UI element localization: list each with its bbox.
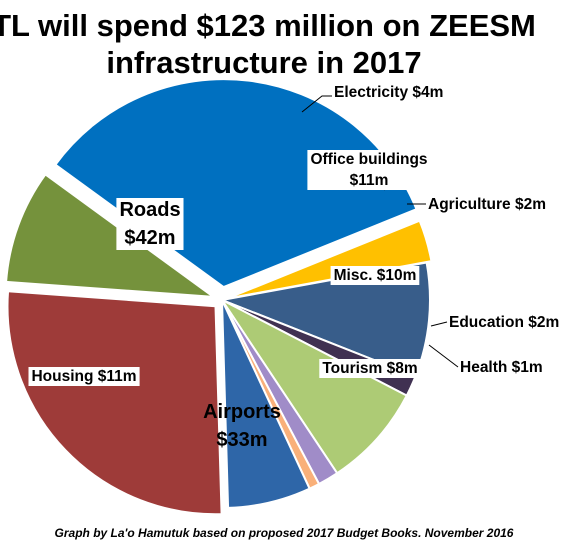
slice-label-misc: Misc. $10m — [330, 266, 420, 285]
slice-label-text: Airports — [203, 401, 281, 423]
slice-label-airports: Airports $33m — [203, 401, 281, 451]
slice-label-background — [28, 367, 140, 386]
slice-label-text: $11m — [350, 172, 389, 189]
chart-title-line-1: TL will spend $123 million on ZEESM — [0, 8, 536, 43]
slice-label-text: Electricity $4m — [334, 84, 443, 101]
slice-label-text: Roads — [119, 199, 180, 221]
chart-footer: Graph by La'o Hamutuk based on proposed … — [55, 526, 514, 540]
slice-label-text: Office buildings — [310, 151, 427, 168]
slice-label-roads: Roads $42m — [116, 198, 184, 250]
slice-label-text: Health $1m — [460, 359, 543, 376]
slice-label-text: $42m — [124, 227, 175, 249]
slice-misc — [219, 297, 409, 475]
slice-label-background — [330, 266, 420, 285]
slice-label-background — [319, 359, 421, 378]
leader-line-health — [428, 344, 459, 368]
slice-label-health: Health $1m — [460, 359, 543, 376]
slice-label-background — [116, 198, 184, 250]
slice-airports — [6, 290, 223, 516]
slice-label-education: Education $2m — [449, 314, 559, 331]
slice-electricity — [226, 219, 433, 300]
slice-label-text: Housing $11m — [31, 368, 136, 385]
slice-label-tourism: Tourism $8m — [319, 359, 421, 378]
slice-label-electricity: Electricity $4m — [334, 84, 443, 101]
chart-title-line-2: infrastructure in 2017 — [106, 45, 421, 80]
slice-housing — [5, 173, 217, 299]
slice-label-agriculture: Agriculture $2m — [428, 196, 546, 213]
slice-label-text: Tourism $8m — [322, 360, 417, 377]
leader-line-electricity — [301, 95, 332, 113]
slice-label-office-buildings: Office buildings $11m — [307, 150, 431, 190]
slice-label-text: Education $2m — [449, 314, 559, 331]
slice-label-text: Misc. $10m — [334, 267, 417, 284]
slice-label-background — [307, 150, 431, 190]
slice-tourism — [221, 299, 311, 509]
slice-label-housing: Housing $11m — [28, 367, 140, 386]
slice-label-text: Agriculture $2m — [428, 196, 546, 213]
slice-label-text: $33m — [216, 429, 267, 451]
leader-line-education — [430, 321, 448, 327]
slice-labels: Electricity $4m Office buildings $11m Agric… — [28, 84, 559, 451]
